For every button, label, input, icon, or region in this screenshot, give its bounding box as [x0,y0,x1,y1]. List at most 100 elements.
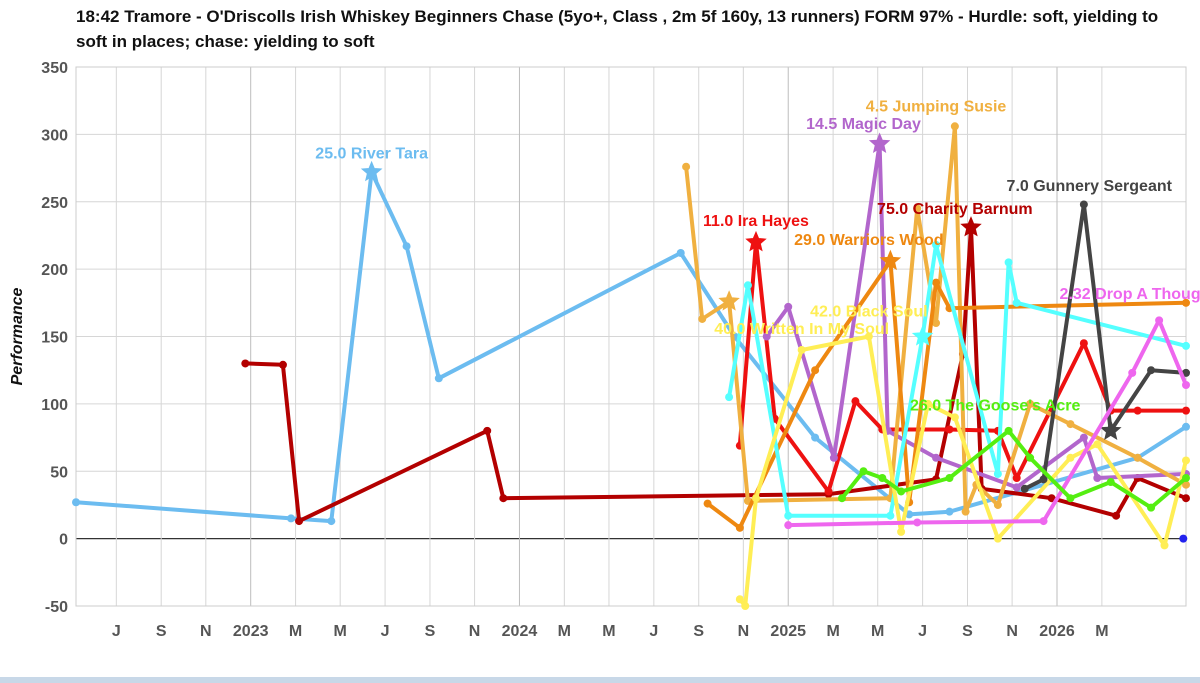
x-tick-label: M [871,623,884,640]
series-line [727,242,1188,518]
series-point [1039,517,1048,526]
y-tick-label: 150 [41,330,68,347]
series-point [864,332,873,341]
series-point [434,374,443,383]
plot-frame [75,66,1187,607]
series-point [402,242,411,251]
series-star-marker [879,249,902,271]
series-point [993,469,1002,478]
series-point [1112,511,1121,520]
x-tick-label: J [381,623,390,640]
series-point [859,467,868,476]
series-point [1066,420,1075,429]
x-tick-label: M [289,623,302,640]
series-point [1020,484,1029,493]
series-label: 4.5 Jumping Susie [866,98,1007,115]
series-point [735,595,744,604]
series-point [1182,480,1190,489]
x-tick-label: M [826,623,839,640]
series-star-marker [911,325,934,346]
series-point [483,426,492,435]
x-tick-label: M [334,623,347,640]
x-tick-label: N [200,623,212,640]
series-label: 75.0 Charity Barnum [877,201,1033,218]
series-point [499,494,508,503]
series-point [1026,399,1035,408]
y-tick-label: 50 [50,464,68,481]
series-point [735,523,744,532]
series-point [1106,478,1115,487]
series-point [1182,406,1190,415]
series-point [829,453,838,462]
series-point [1004,258,1013,267]
series-label: 42.0 Black Soul [810,303,927,320]
series-point [811,433,820,442]
x-tick-label: N [1006,623,1018,640]
series-label: 25.0 River Tara [315,146,428,163]
series-point [797,345,806,354]
series-point [1004,426,1013,435]
series-point [1182,298,1190,307]
x-tick-label: J [918,623,927,640]
series-label: 40.0 Written In My Soul [714,321,889,338]
chart-title: 18:42 Tramore - O'Driscolls Irish Whiske… [76,7,1159,51]
series-point [1128,368,1137,377]
series-point [811,366,820,375]
series-point [1012,298,1021,307]
series-point [945,473,954,482]
series-point [1066,494,1075,503]
series-label: 11.0 Ira Hayes [703,213,809,230]
series-point [278,360,287,369]
series-point [1182,422,1190,431]
series-point [824,487,833,496]
series-point [784,521,793,530]
y-axis-label: Performance [9,287,26,385]
series-point [1093,473,1102,482]
series-point [897,487,906,496]
series-star-marker [718,290,740,311]
series-point [1182,494,1190,503]
series-point [851,397,860,406]
y-tick-label: 0 [59,532,68,549]
series-label: 2.32 Drop A Thought [1060,286,1200,303]
series-point [1155,316,1164,325]
series-point [241,359,250,368]
series-star-marker [360,160,383,182]
series-point [945,425,954,434]
series-point [961,507,970,516]
series-point [932,278,941,287]
x-tick-label: M [1095,623,1108,640]
series-label: 7.0 Gunnery Sergeant [1007,178,1173,195]
series-point [1079,339,1088,348]
series-point [1147,366,1156,375]
x-tick-label: 2026 [1039,623,1075,640]
y-tick-label: 300 [41,127,68,144]
x-tick-label: J [112,623,121,640]
series-point [751,494,760,503]
series-point [1179,534,1188,543]
series-point [950,413,959,422]
series-point [932,453,941,462]
series-star-marker [745,230,767,252]
x-tick-label: S [693,623,704,640]
series-point [950,122,959,131]
x-tick-label: S [156,623,167,640]
x-tick-label: M [602,623,615,640]
x-tick-label: S [962,623,973,640]
series-point [993,500,1002,509]
series-point [878,473,887,482]
series-point [1093,440,1102,449]
series-point [784,302,793,311]
y-tick-label: 250 [41,195,68,212]
x-tick-label: M [558,623,571,640]
series-star-marker [1099,419,1122,440]
series-point [725,393,734,402]
series-point [913,204,922,213]
series-point [1079,200,1088,209]
series-point [1012,473,1021,482]
series-point [741,602,750,610]
series-point [1079,433,1088,442]
series-point [72,498,80,507]
y-tick-label: -50 [45,599,68,616]
